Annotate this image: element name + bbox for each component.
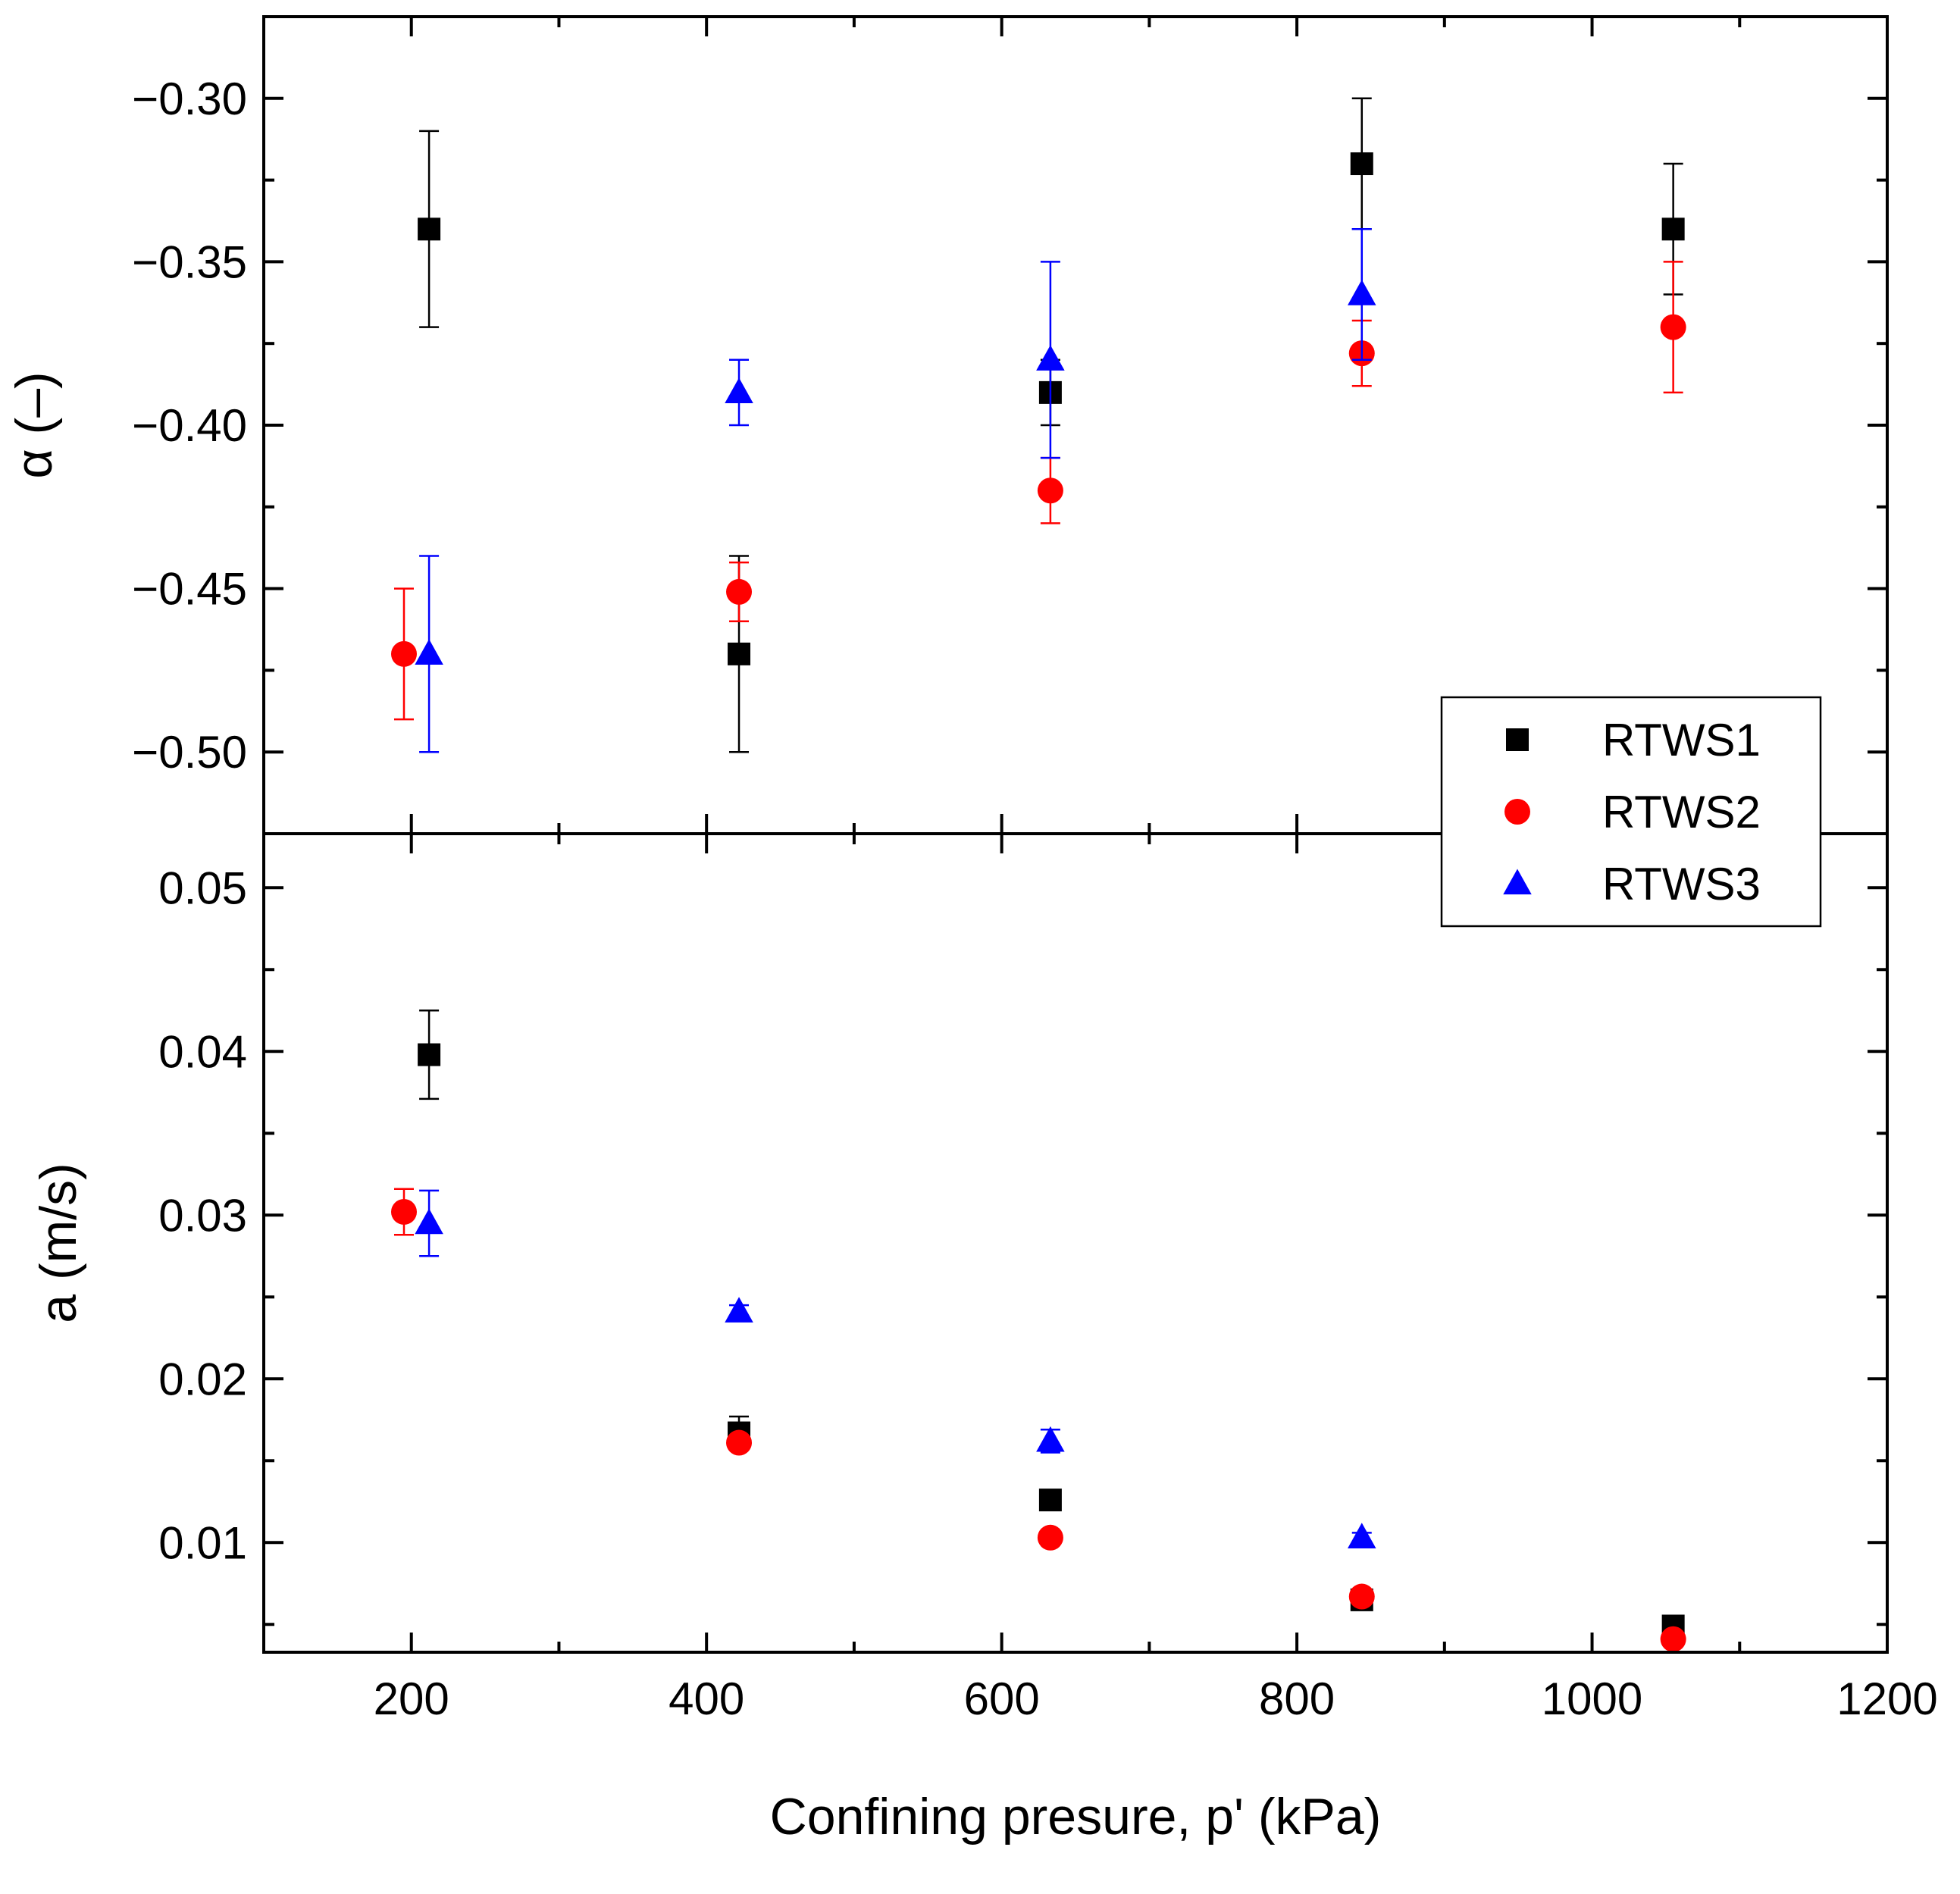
data-point bbox=[390, 640, 417, 667]
data-point bbox=[725, 1297, 753, 1323]
bottom-y-axis-title: a (m/s) bbox=[30, 1163, 87, 1323]
x-tick-label: 1000 bbox=[1542, 1673, 1642, 1724]
data-point bbox=[415, 639, 443, 665]
data-point bbox=[1348, 1583, 1375, 1610]
data-point bbox=[728, 642, 751, 665]
data-point bbox=[1348, 279, 1376, 305]
x-tick-label: 600 bbox=[964, 1673, 1040, 1724]
series-RTWS2 bbox=[390, 261, 1686, 721]
data-point bbox=[418, 218, 441, 241]
data-point bbox=[1660, 314, 1686, 340]
top-panel-alpha: −0.30 −0.35 −0.40 −0.45 −0.50 α (–) bbox=[5, 15, 1889, 835]
x-tick-label: 200 bbox=[374, 1673, 449, 1724]
top-y-axis-title: α (–) bbox=[5, 371, 63, 478]
y-tick-label: 0.05 bbox=[158, 862, 247, 913]
legend-label: RTWS3 bbox=[1602, 859, 1761, 909]
y-tick-label: −0.40 bbox=[132, 400, 247, 451]
data-point bbox=[1037, 477, 1063, 504]
bottom-panel-frame bbox=[262, 832, 1889, 1654]
data-point bbox=[415, 1208, 443, 1235]
top-panel-ticks: −0.30 −0.35 −0.40 −0.45 −0.50 bbox=[132, 17, 1887, 834]
data-point bbox=[1038, 1489, 1062, 1512]
y-tick-label: 0.03 bbox=[158, 1190, 247, 1241]
data-point bbox=[725, 377, 753, 404]
data-point bbox=[1348, 1523, 1376, 1548]
legend-label: RTWS2 bbox=[1602, 787, 1761, 837]
data-point bbox=[726, 1429, 753, 1456]
series-RTWS3 bbox=[415, 1189, 1376, 1548]
data-point bbox=[1037, 1524, 1063, 1551]
data-point bbox=[1350, 152, 1373, 176]
x-tick-label: 400 bbox=[668, 1673, 744, 1724]
bottom-panel-data-marks bbox=[390, 1010, 1686, 1652]
data-point bbox=[1661, 218, 1685, 241]
y-tick-label: −0.50 bbox=[132, 727, 247, 778]
data-point bbox=[418, 1043, 441, 1066]
data-point bbox=[726, 578, 753, 605]
data-point bbox=[390, 1198, 417, 1225]
legend-marker-RTWS3 bbox=[1503, 869, 1532, 895]
x-tick-label: 1200 bbox=[1836, 1673, 1937, 1724]
x-axis-title: Confining presure, p' (kPa) bbox=[770, 1788, 1382, 1845]
y-tick-label: 0.04 bbox=[158, 1026, 247, 1077]
y-tick-label: −0.45 bbox=[132, 564, 247, 615]
legend: RTWS1 RTWS2 RTWS3 bbox=[1440, 696, 1822, 928]
bottom-panel-a: 0.01 0.02 0.03 0.04 0.05 200 400 600 800 1000 1200… bbox=[30, 832, 1938, 1845]
legend-marker-RTWS1 bbox=[1506, 728, 1529, 751]
top-panel-data-marks bbox=[390, 97, 1686, 753]
x-tick-label: 800 bbox=[1259, 1673, 1335, 1724]
legend-label: RTWS1 bbox=[1602, 715, 1761, 765]
y-tick-label: −0.35 bbox=[132, 236, 247, 287]
y-tick-label: −0.30 bbox=[132, 74, 247, 124]
series-RTWS2 bbox=[390, 1188, 1686, 1652]
data-point bbox=[1036, 1426, 1065, 1452]
data-point bbox=[1036, 345, 1065, 371]
y-tick-label: 0.02 bbox=[158, 1354, 247, 1404]
series-RTWS3 bbox=[415, 228, 1376, 753]
data-point bbox=[1660, 1626, 1686, 1652]
y-tick-label: 0.01 bbox=[158, 1517, 247, 1568]
legend-entries: RTWS1 RTWS2 RTWS3 bbox=[1503, 715, 1761, 909]
legend-marker-RTWS2 bbox=[1504, 799, 1530, 825]
bottom-panel-ticks: 0.01 0.02 0.03 0.04 0.05 200 400 600 800 1000 1200 bbox=[158, 834, 1938, 1724]
